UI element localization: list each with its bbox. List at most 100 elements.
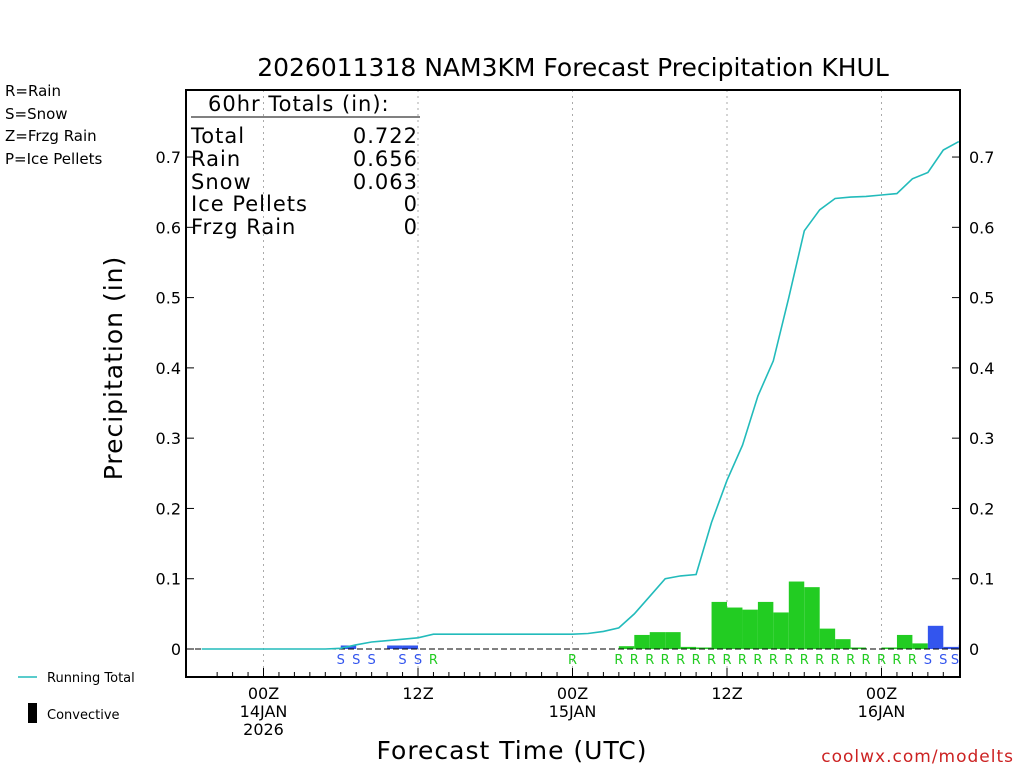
running-total-line <box>201 140 960 650</box>
totals-box: 60hr Totals (in): Total 0.722 Rain 0.656… <box>190 92 420 239</box>
ptype-label: R <box>630 653 639 668</box>
precip-bar <box>835 639 851 649</box>
y-tick-label-left: 0.2 <box>156 499 181 518</box>
ptype-label: R <box>707 653 716 668</box>
legend-convective: Convective <box>47 708 120 723</box>
ptype-label: R <box>769 653 778 668</box>
precip-bar <box>649 632 666 649</box>
ptype-label: R <box>738 653 747 668</box>
y-tick-label-right: 0.4 <box>969 359 994 378</box>
totals-ice-pellets-label: Ice Pellets <box>191 192 308 216</box>
precip-bar <box>665 632 681 649</box>
x-tick-label: 14JAN <box>240 702 288 721</box>
y-axis-ticks: 0 00.1 0.10.2 0.20.3 0.30.4 0.40.5 0.50.6 0.60.… <box>156 148 995 659</box>
x-tick-label: 00Z <box>248 684 279 703</box>
precip-bar <box>788 581 805 649</box>
precip-bar <box>881 647 897 649</box>
x-tick-label: 15JAN <box>549 702 597 721</box>
precip-bars <box>340 581 959 649</box>
precip-bar <box>634 634 650 649</box>
x-tick-label: 00Z <box>557 684 588 703</box>
ptype-label: S <box>337 653 345 668</box>
precip-bar <box>680 646 697 649</box>
y-tick-label-right: 0.5 <box>969 289 994 308</box>
precip-bar <box>912 643 928 649</box>
legend-rain: R=Rain <box>5 82 61 100</box>
precip-bar <box>819 628 836 649</box>
precip-bar <box>711 601 727 649</box>
precip-bar <box>943 646 959 649</box>
ptype-label: R <box>908 653 917 668</box>
ptype-label: S <box>414 653 422 668</box>
ptype-label: S <box>368 653 376 668</box>
x-tick-label: 16JAN <box>858 702 906 721</box>
precip-bar <box>804 587 820 649</box>
totals-total-value: 0.722 <box>353 124 418 148</box>
y-tick-label-right: 0.6 <box>969 218 994 237</box>
convective-swatch <box>28 703 37 723</box>
ptype-label: R <box>429 653 438 668</box>
y-tick-label-left: 0.4 <box>156 359 181 378</box>
ptype-label: R <box>661 653 670 668</box>
totals-frzg-rain-label: Frzg Rain <box>191 215 296 239</box>
y-tick-label-left: 0.7 <box>156 148 181 167</box>
totals-ice-pellets-value: 0 <box>404 192 418 216</box>
gridlines <box>263 90 882 677</box>
ptype-label: R <box>877 653 886 668</box>
y-tick-label-right: 0 <box>969 640 979 659</box>
totals-total-label: Total <box>190 124 245 148</box>
x-tick-label: 12Z <box>711 684 742 703</box>
precip-bar <box>618 646 635 649</box>
credit-text: coolwx.com/modelts <box>821 747 1014 767</box>
precip-bar <box>773 612 789 649</box>
ptype-label: R <box>692 653 701 668</box>
ptype-label: R <box>862 653 871 668</box>
legend-frzg-rain: Z=Frzg Rain <box>5 127 97 145</box>
ptype-label: R <box>753 653 762 668</box>
totals-rain-value: 0.656 <box>353 147 418 171</box>
totals-frzg-rain-value: 0 <box>404 215 418 239</box>
ptype-label: S <box>951 653 959 668</box>
ptype-label: R <box>645 653 654 668</box>
ptype-label: R <box>892 653 901 668</box>
legend-ice-pellets: P=Ice Pellets <box>5 150 102 168</box>
ptype-label: S <box>939 653 947 668</box>
precip-bar <box>850 647 867 649</box>
ptype-label: R <box>815 653 824 668</box>
precip-bar <box>727 607 743 649</box>
totals-heading: 60hr Totals (in): <box>208 92 390 116</box>
y-axis-label: Precipitation (in) <box>99 256 128 481</box>
ptype-label: R <box>676 653 685 668</box>
ptype-label: R <box>722 653 731 668</box>
totals-snow-value: 0.063 <box>353 170 418 194</box>
ptype-label: R <box>614 653 623 668</box>
chart-title: 2026011318 NAM3KM Forecast Precipitation… <box>257 53 889 82</box>
y-tick-label-right: 0.7 <box>969 148 994 167</box>
precip-bar <box>387 645 403 649</box>
y-tick-label-left: 0.3 <box>156 429 181 448</box>
totals-snow-label: Snow <box>191 170 252 194</box>
precip-bar <box>402 645 418 649</box>
ptype-label: R <box>800 653 809 668</box>
precip-bar <box>757 601 774 649</box>
ptype-label: R <box>831 653 840 668</box>
y-tick-label-left: 0.1 <box>156 570 181 589</box>
ptype-label: S <box>352 653 360 668</box>
series-legend: Running Total Convective <box>18 671 135 723</box>
x-tick-label: 12Z <box>402 684 433 703</box>
ptype-label: R <box>568 653 577 668</box>
x-tick-label: 00Z <box>866 684 897 703</box>
y-tick-label-left: 0 <box>171 640 181 659</box>
precip-bar <box>896 634 913 649</box>
ptype-label: R <box>784 653 793 668</box>
y-tick-label-right: 0.1 <box>969 570 994 589</box>
ptype-legend: R=Rain S=Snow Z=Frzg Rain P=Ice Pellets <box>5 82 102 168</box>
y-tick-label-left: 0.6 <box>156 218 181 237</box>
precip-bar <box>696 647 712 649</box>
y-tick-label-right: 0.2 <box>969 499 994 518</box>
y-tick-label-right: 0.3 <box>969 429 994 448</box>
precip-bar <box>742 609 758 649</box>
